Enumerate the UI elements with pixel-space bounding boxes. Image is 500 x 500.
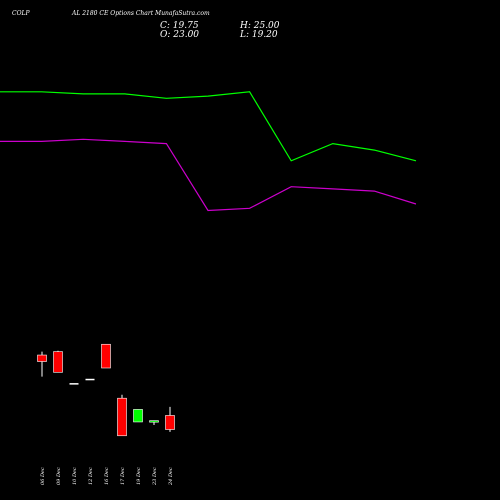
candle-body	[165, 415, 175, 430]
candle-body	[149, 420, 159, 423]
candle-body	[117, 397, 127, 437]
x-tick-label: 24 Dec	[168, 467, 174, 486]
low-value: L: 19.20	[239, 30, 278, 40]
candle-body	[69, 383, 79, 385]
x-tick-label: 17 Dec	[120, 467, 126, 485]
x-tick-label: 06 Dec	[40, 467, 46, 485]
candle-body	[37, 354, 47, 362]
lower-band-line	[0, 138, 417, 212]
candle-body	[133, 409, 143, 423]
x-tick-label: 09 Dec	[56, 467, 62, 485]
open-value: O: 23.00	[160, 30, 199, 40]
bands-layer	[0, 91, 417, 212]
high-value: H: 25.00	[239, 21, 280, 31]
x-tick-label: 12 Dec	[88, 467, 94, 485]
x-tick-label: 16 Dec	[104, 467, 110, 485]
chart-title: AL 2180 CE Options Chart MunafaSutra.com	[71, 10, 210, 17]
x-axis-ticks: 06 Dec 09 Dec 10 Dec 12 Dec 16 Dec 17 Dec 19 D…	[40, 467, 174, 486]
close-value: C: 19.75	[160, 21, 199, 31]
x-tick-label: 19 Dec	[136, 467, 142, 485]
x-tick-label: 23 Dec	[152, 467, 158, 486]
symbol-label: COLP	[12, 10, 30, 17]
upper-band-line	[0, 91, 417, 162]
x-tick-label: 10 Dec	[72, 467, 78, 485]
candles-layer	[37, 343, 175, 437]
candle-body	[101, 343, 111, 369]
candle-body	[53, 351, 63, 373]
candle-body	[85, 378, 95, 381]
